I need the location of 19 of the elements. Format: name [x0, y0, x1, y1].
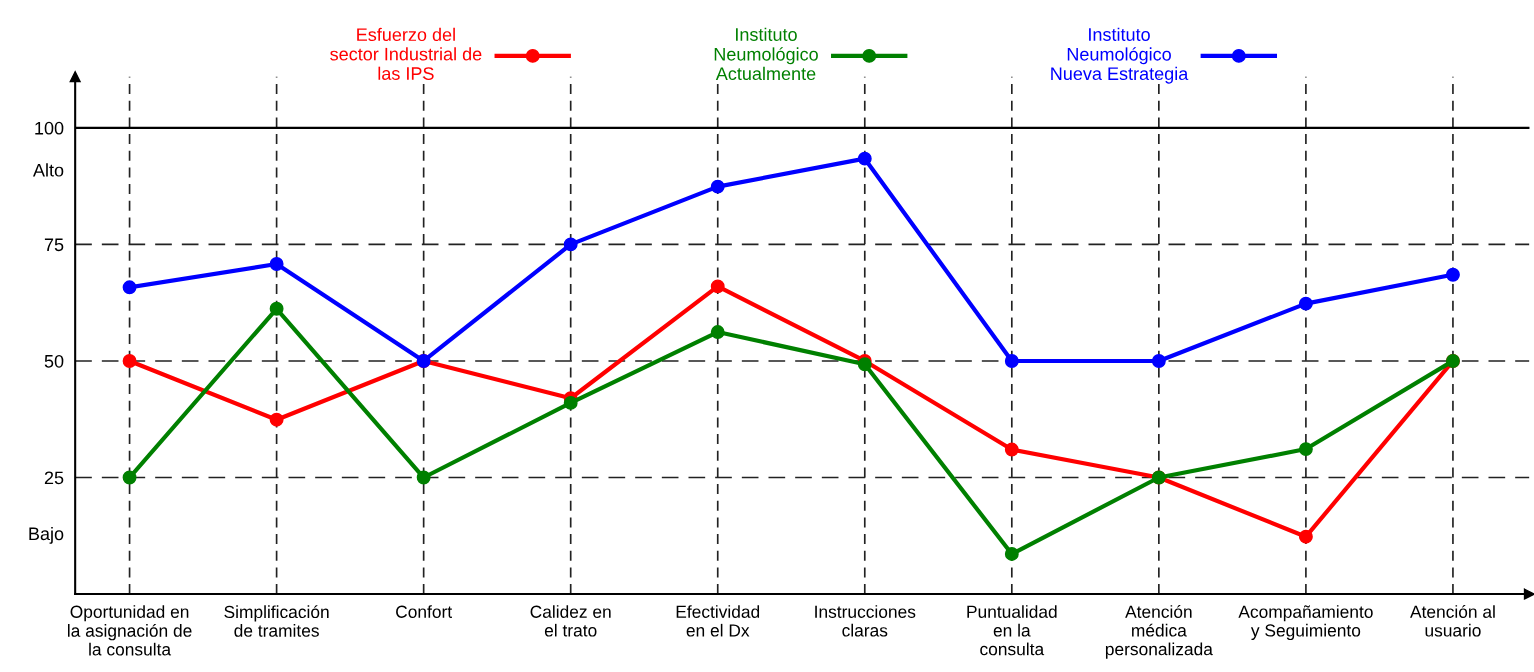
x-tick-label: Acompañamiento y Seguimiento [1238, 605, 1373, 641]
x-tick-label: Atención al usuario [1410, 604, 1495, 637]
x-tick-label: Calidez en el trato [530, 605, 611, 637]
y-tick-label: Alto [32, 163, 64, 177]
legend-label: Instituto Neumológico Actualmente [714, 27, 818, 81]
x-tick-label: Simplificación de tramites [224, 605, 329, 637]
x-tick-label: Puntualidad en la consulta [967, 605, 1057, 656]
y-tick-label: Bajo [29, 526, 64, 544]
legend-label: Esfuerzo del sector Industrial de las IPS [330, 27, 482, 80]
x-tick-label: Confort [396, 605, 452, 618]
y-tick-label: 25 [44, 471, 64, 485]
y-tick-label: 50 [44, 354, 64, 368]
y-tick-label: 75 [44, 238, 64, 252]
legend-label: Instituto Neumológico Nueva Estrategia [1051, 27, 1189, 84]
y-tick-label: 100 [35, 121, 64, 135]
x-tick-label: Efectividad en el Dx [676, 605, 760, 637]
x-tick-label: Atención médica personalizada [1105, 604, 1213, 659]
x-tick-label: Oportunidad en la asignación de la consulta [68, 605, 192, 656]
x-tick-label: Instrucciones claras [815, 605, 916, 637]
